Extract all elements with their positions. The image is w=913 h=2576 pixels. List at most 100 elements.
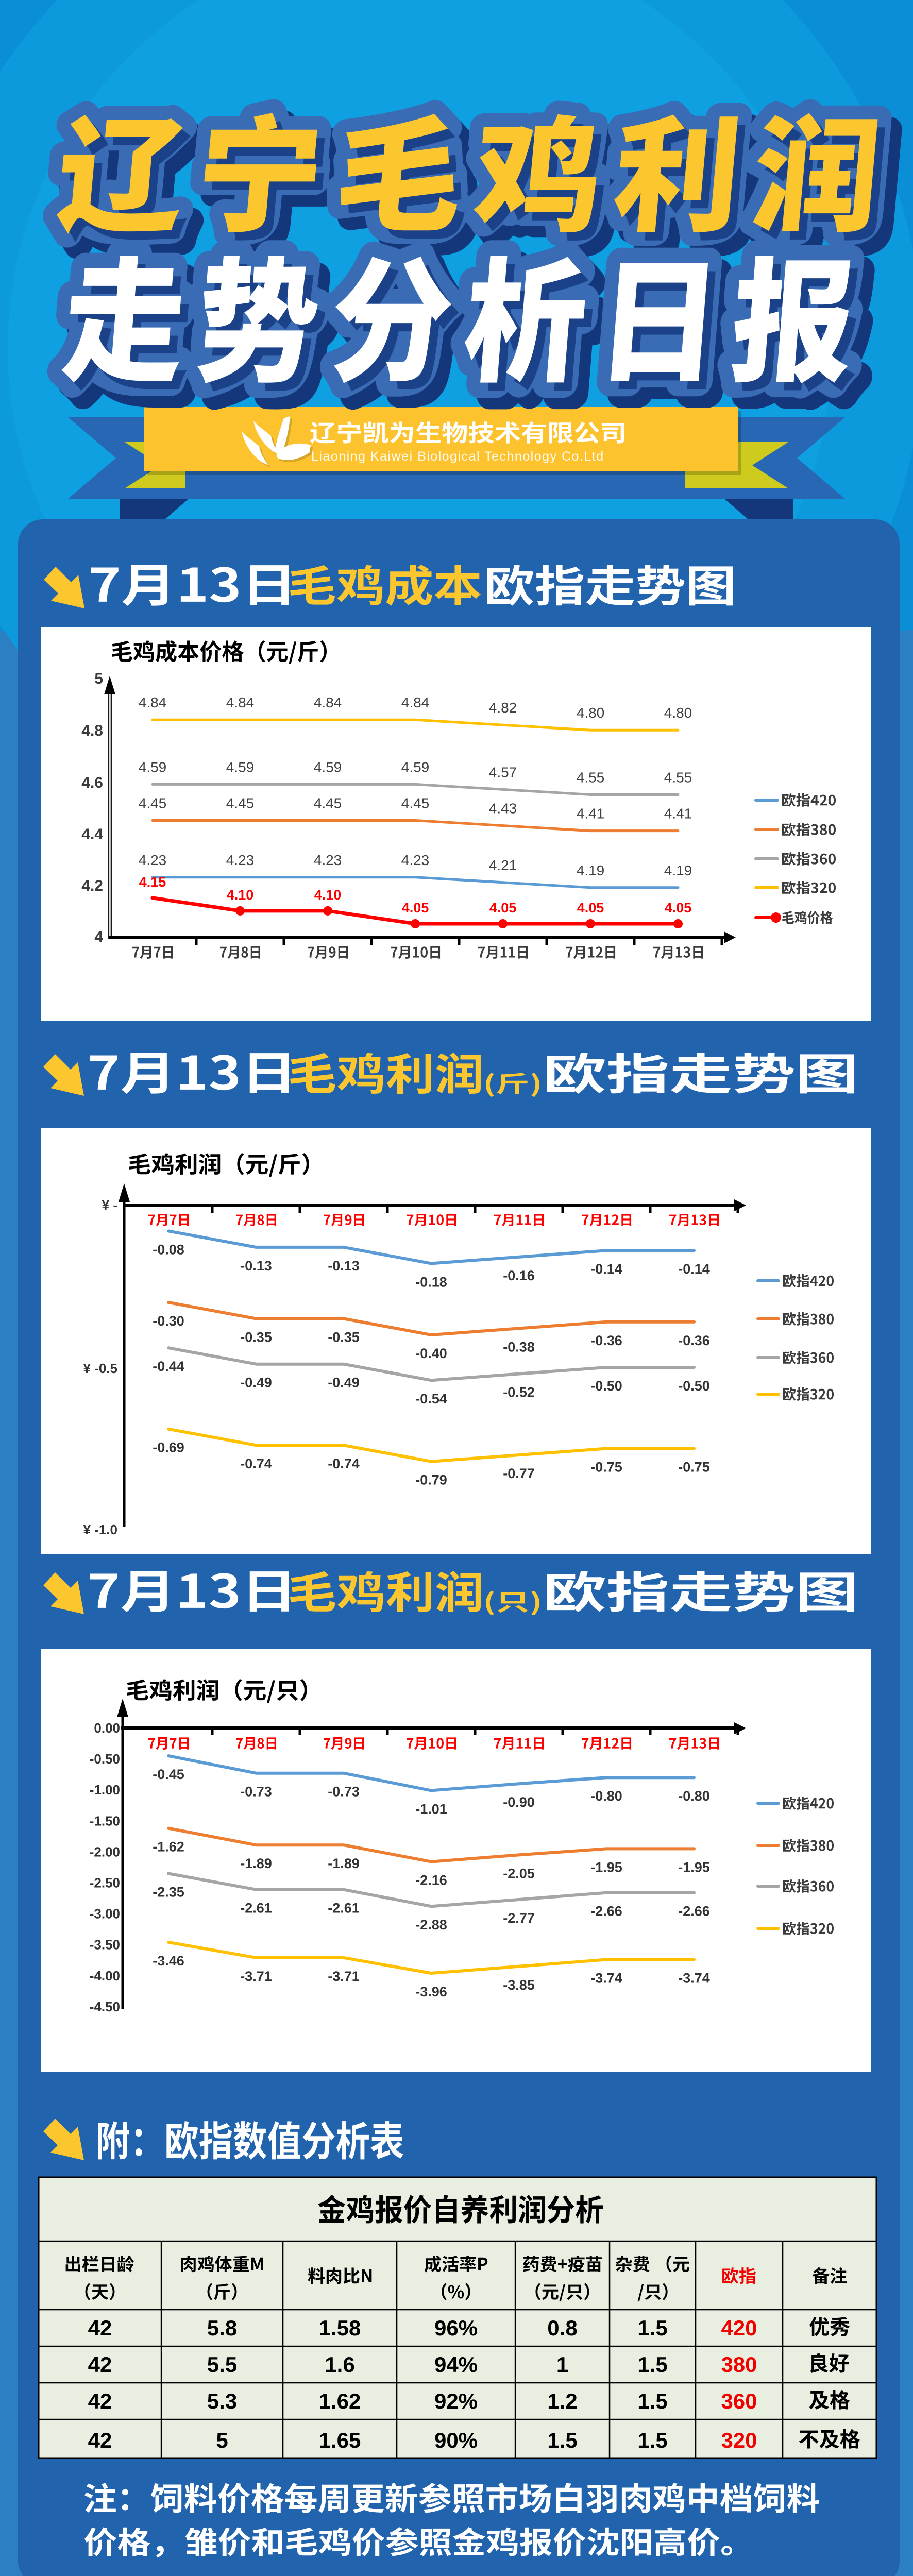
svg-text:4.10: 4.10: [227, 887, 254, 903]
svg-text:4.84: 4.84: [226, 694, 255, 710]
svg-text:-2.05: -2.05: [503, 1866, 535, 1881]
svg-text:4.15: 4.15: [139, 874, 166, 890]
svg-text:-3.71: -3.71: [240, 1969, 272, 1984]
svg-text:-0.80: -0.80: [678, 1788, 710, 1804]
svg-text:4.21: 4.21: [489, 857, 517, 873]
svg-text:1.5: 1.5: [637, 2389, 667, 2413]
svg-text:4: 4: [94, 928, 103, 945]
svg-text:-3.74: -3.74: [590, 1971, 622, 1986]
svg-text:96%: 96%: [434, 2316, 478, 2340]
svg-text:4.6: 4.6: [81, 774, 103, 791]
svg-text:-2.35: -2.35: [153, 1885, 184, 1900]
svg-text:-4.00: -4.00: [90, 1968, 120, 1984]
svg-text:-1.01: -1.01: [415, 1801, 447, 1817]
svg-text:42: 42: [88, 2389, 112, 2413]
svg-text:5.8: 5.8: [207, 2316, 237, 2340]
svg-text:4.45: 4.45: [139, 795, 167, 811]
svg-text:4.8: 4.8: [81, 722, 103, 739]
svg-text:1.5: 1.5: [637, 2352, 667, 2377]
svg-text:4.43: 4.43: [489, 801, 517, 817]
svg-text:90%: 90%: [434, 2428, 478, 2452]
svg-text:-2.88: -2.88: [415, 1917, 447, 1933]
svg-text:42: 42: [88, 2428, 112, 2452]
svg-text:1.62: 1.62: [319, 2389, 361, 2413]
svg-text:-0.49: -0.49: [240, 1375, 272, 1391]
svg-text:-1.95: -1.95: [590, 1859, 622, 1875]
svg-text:1.6: 1.6: [325, 2352, 354, 2377]
svg-text:-0.80: -0.80: [590, 1788, 622, 1804]
svg-text:4.05: 4.05: [665, 900, 692, 916]
svg-text:4.84: 4.84: [401, 694, 430, 710]
svg-text:-0.44: -0.44: [153, 1359, 184, 1374]
svg-text:-0.73: -0.73: [240, 1784, 272, 1800]
svg-text:-3.50: -3.50: [90, 1937, 120, 1953]
svg-text:1.65: 1.65: [319, 2428, 361, 2452]
svg-text:-0.50: -0.50: [590, 1378, 622, 1394]
svg-text:-0.36: -0.36: [678, 1333, 710, 1348]
svg-text:4.84: 4.84: [314, 694, 342, 710]
svg-text:-2.66: -2.66: [590, 1904, 622, 1919]
svg-text:4.59: 4.59: [226, 759, 255, 775]
svg-text:-4.50: -4.50: [90, 1999, 120, 2014]
svg-text:92%: 92%: [434, 2389, 478, 2413]
svg-text:42: 42: [88, 2352, 112, 2377]
svg-text:4.41: 4.41: [664, 806, 692, 822]
svg-text:4.23: 4.23: [226, 852, 255, 868]
svg-text:4.59: 4.59: [401, 759, 430, 775]
svg-text:-3.96: -3.96: [415, 1984, 447, 1999]
svg-text:-0.35: -0.35: [240, 1330, 272, 1345]
svg-text:¥ -1.0: ¥ -1.0: [83, 1522, 118, 1537]
svg-text:-0.40: -0.40: [415, 1346, 447, 1361]
svg-text:42: 42: [88, 2316, 112, 2340]
svg-text:-0.45: -0.45: [153, 1767, 184, 1782]
svg-text:4.4: 4.4: [81, 826, 103, 843]
svg-text:-0.52: -0.52: [503, 1385, 535, 1400]
svg-text:1.58: 1.58: [319, 2316, 361, 2340]
svg-text:4.45: 4.45: [314, 795, 342, 811]
svg-text:-0.08: -0.08: [153, 1242, 184, 1257]
svg-text:-3.71: -3.71: [328, 1969, 360, 1984]
svg-text:4.59: 4.59: [139, 759, 167, 775]
svg-text:94%: 94%: [434, 2352, 478, 2377]
svg-text:4.45: 4.45: [401, 795, 430, 811]
svg-text:-0.14: -0.14: [678, 1261, 710, 1277]
svg-text:-1.50: -1.50: [90, 1813, 120, 1828]
svg-text:-1.62: -1.62: [153, 1839, 184, 1855]
svg-text:-0.16: -0.16: [503, 1268, 535, 1283]
svg-text:0.8: 0.8: [547, 2316, 577, 2340]
svg-text:¥ -0.5: ¥ -0.5: [83, 1361, 118, 1376]
svg-text:4.05: 4.05: [489, 900, 517, 916]
svg-text:4.41: 4.41: [577, 806, 605, 822]
svg-text:1: 1: [556, 2352, 568, 2377]
svg-text:4.23: 4.23: [401, 852, 430, 868]
svg-text:4.55: 4.55: [577, 770, 605, 786]
svg-text:4.80: 4.80: [664, 705, 692, 721]
svg-text:4.05: 4.05: [577, 900, 604, 916]
svg-text:-0.50: -0.50: [90, 1751, 120, 1767]
svg-text:-0.18: -0.18: [415, 1274, 447, 1290]
svg-text:-0.75: -0.75: [590, 1460, 622, 1475]
svg-text:1.5: 1.5: [637, 2428, 667, 2452]
svg-text:4.82: 4.82: [489, 700, 517, 716]
svg-text:-0.79: -0.79: [415, 1472, 447, 1488]
svg-text:4.59: 4.59: [314, 759, 342, 775]
svg-text:4.80: 4.80: [577, 705, 605, 721]
svg-text:-2.16: -2.16: [415, 1873, 447, 1888]
svg-text:4.55: 4.55: [664, 770, 692, 786]
svg-text:320: 320: [721, 2428, 757, 2452]
svg-text:4.23: 4.23: [139, 852, 167, 868]
svg-text:4.84: 4.84: [139, 694, 167, 710]
svg-text:-0.69: -0.69: [153, 1440, 184, 1455]
svg-text:380: 380: [721, 2352, 757, 2377]
svg-text:-0.54: -0.54: [415, 1391, 447, 1406]
svg-text:-0.77: -0.77: [503, 1466, 535, 1481]
svg-text:4.19: 4.19: [664, 862, 692, 878]
svg-text:-0.74: -0.74: [240, 1456, 272, 1471]
svg-text:-0.30: -0.30: [153, 1313, 184, 1329]
svg-text:-2.66: -2.66: [678, 1904, 710, 1919]
svg-text:-2.77: -2.77: [503, 1910, 535, 1926]
svg-text:-0.90: -0.90: [503, 1794, 535, 1810]
svg-text:1.2: 1.2: [547, 2389, 577, 2413]
svg-text:-0.75: -0.75: [678, 1460, 710, 1475]
svg-text:-2.50: -2.50: [90, 1875, 120, 1891]
